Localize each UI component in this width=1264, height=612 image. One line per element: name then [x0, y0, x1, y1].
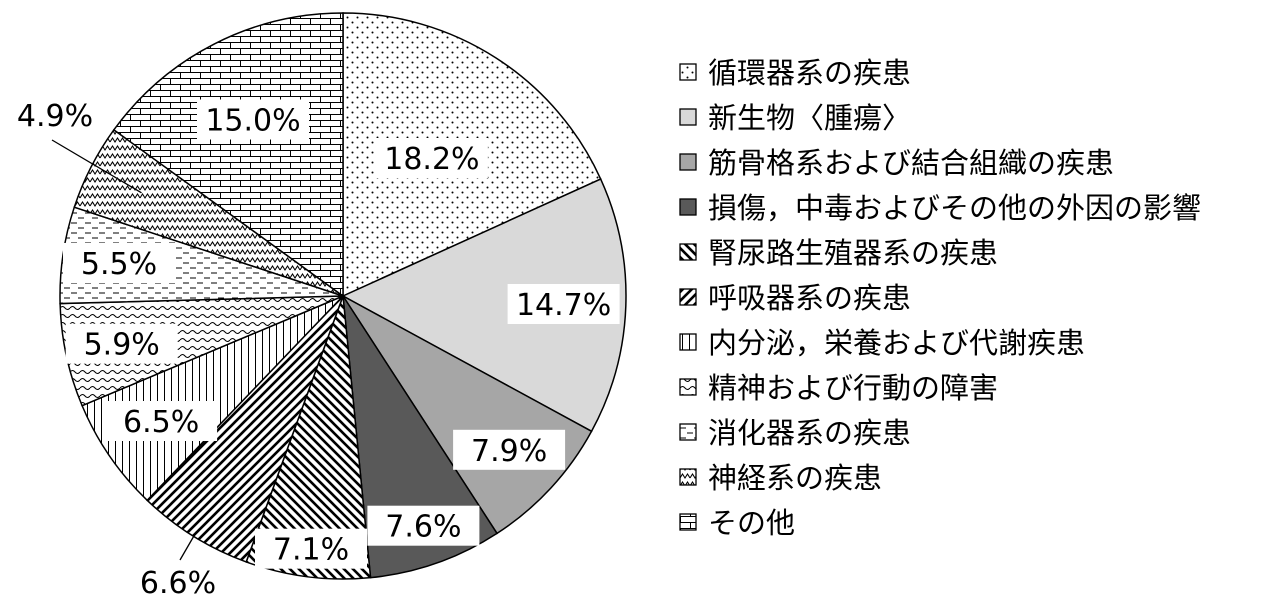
pie-value-label: 4.9%: [17, 99, 93, 134]
pie-slice: [341, 178, 627, 433]
legend-swatch: [679, 378, 697, 396]
svg-text:5.9%: 5.9%: [84, 328, 160, 363]
legend: 循環器系の疾患新生物〈腫瘍〉筋骨格系および結合組織の疾患損傷，中毒およびその他の…: [679, 56, 1201, 540]
pie-slice: [112, 12, 344, 298]
legend-item: 神経系の疾患: [679, 461, 882, 495]
legend-label: 循環器系の疾患: [708, 56, 911, 90]
pie-value-label: 15.0%: [197, 99, 309, 140]
legend-label: 腎尿路生殖器系の疾患: [708, 236, 998, 270]
legend-item: 新生物〈腫瘍〉: [679, 101, 911, 135]
pie-value-label: 18.2%: [375, 138, 488, 178]
legend-swatch: [679, 513, 697, 531]
legend-swatch: [679, 333, 697, 351]
pie-slice: [245, 295, 372, 580]
legend-item: 腎尿路生殖器系の疾患: [679, 236, 998, 270]
pie-slice: [81, 295, 344, 502]
pie-leader-line: [179, 531, 198, 561]
legend-swatch: [679, 243, 697, 261]
legend-swatch: [679, 153, 697, 171]
pie-value-label: 7.9%: [453, 429, 566, 470]
legend-item: その他: [679, 506, 795, 540]
pie-value-label: 5.5%: [63, 243, 175, 283]
svg-text:6.5%: 6.5%: [123, 405, 199, 440]
svg-text:6.6%: 6.6%: [140, 566, 216, 601]
legend-swatch: [679, 108, 697, 126]
pie-value-label: 6.6%: [140, 566, 216, 601]
legend-label: 精神および行動の障害: [708, 371, 998, 405]
svg-text:5.5%: 5.5%: [81, 247, 157, 282]
pie-value-label: 7.6%: [367, 505, 480, 546]
pie-value-label: 5.9%: [65, 323, 178, 364]
pie-value-label: 6.5%: [105, 401, 218, 441]
pie-slices: [59, 12, 627, 580]
legend-item: 循環器系の疾患: [679, 56, 911, 90]
legend-item: 消化器系の疾患: [679, 416, 911, 450]
pie-value-labels: 18.2% 14.7% 7.9% 7.6% 7.1% 6.6% 6.5% 5.9% 5.5% 4.…: [17, 99, 620, 601]
svg-text:15.0%: 15.0%: [205, 104, 300, 139]
legend-item: 呼吸器系の疾患: [679, 281, 911, 315]
svg-text:7.1%: 7.1%: [273, 533, 349, 568]
legend-item: 精神および行動の障害: [679, 371, 998, 405]
legend-item: 内分泌，栄養および代謝疾患: [679, 326, 1085, 360]
legend-label: 損傷，中毒およびその他の外因の影響: [708, 191, 1201, 225]
legend-label: 筋骨格系および結合組織の疾患: [708, 146, 1114, 180]
svg-text:4.9%: 4.9%: [17, 99, 93, 134]
svg-text:14.7%: 14.7%: [516, 288, 611, 323]
pie-leader-line: [51, 139, 142, 194]
pie-value-label: 7.1%: [255, 528, 367, 569]
legend-swatch: [679, 198, 697, 216]
legend-label: 内分泌，栄養および代謝疾患: [708, 326, 1085, 360]
svg-text:7.6%: 7.6%: [385, 510, 461, 545]
legend-swatch: [679, 63, 697, 81]
svg-text:7.9%: 7.9%: [471, 434, 547, 469]
legend-swatch: [679, 288, 697, 306]
svg-text:18.2%: 18.2%: [384, 142, 479, 177]
legend-item: 筋骨格系および結合組織の疾患: [679, 146, 1114, 180]
legend-label: 呼吸器系の疾患: [708, 281, 911, 315]
legend-label: その他: [708, 506, 795, 540]
pie-slice: [342, 295, 593, 535]
legend-label: 神経系の疾患: [708, 461, 882, 495]
legend-swatch: [679, 468, 697, 486]
legend-swatch: [679, 423, 697, 441]
legend-item: 損傷，中毒およびその他の外因の影響: [679, 191, 1201, 225]
legend-label: 新生物〈腫瘍〉: [708, 101, 911, 135]
legend-label: 消化器系の疾患: [708, 416, 911, 450]
pie-value-label: 14.7%: [507, 284, 620, 324]
